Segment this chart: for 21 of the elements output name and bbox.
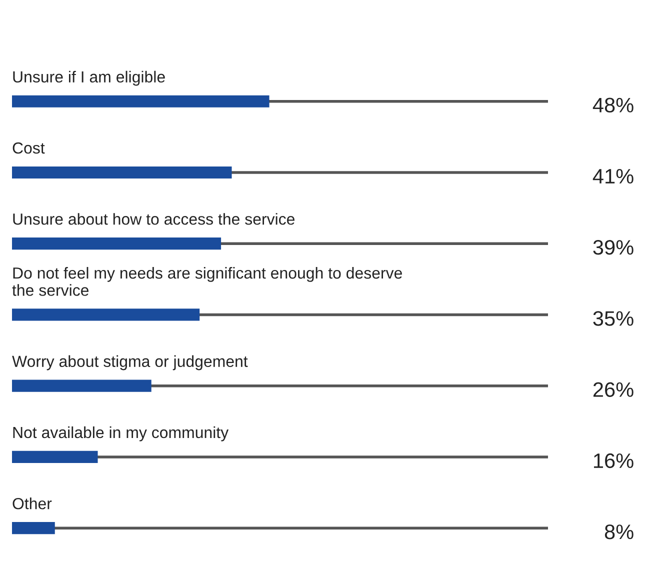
y-tick-label: Worry about stigma or judgement	[12, 355, 248, 370]
data-label: 48%	[592, 98, 634, 113]
bar	[12, 95, 270, 108]
data-label: 35%	[593, 311, 634, 326]
y-tick-label: Cost	[12, 142, 45, 154]
bar	[12, 166, 232, 179]
bar	[12, 450, 98, 464]
y-tick-label: Other	[12, 498, 52, 510]
data-label: 41%	[592, 168, 634, 184]
bar	[12, 380, 152, 392]
data-label: 26%	[593, 382, 634, 397]
bar	[12, 238, 222, 250]
data-label: 8%	[604, 524, 634, 540]
data-label: 16%	[594, 453, 634, 468]
y-tick-label: Not available in my community	[13, 426, 229, 442]
data-label: 39%	[593, 240, 634, 255]
bar	[12, 522, 55, 534]
y-tick-label: Unsure about how to access the service	[13, 213, 294, 225]
y-tick-label: Unsure if I am eligible	[13, 70, 165, 86]
y-tick-label: Do not feel my needs are significant enough to deserve the service	[12, 266, 402, 296]
bar	[12, 308, 200, 321]
